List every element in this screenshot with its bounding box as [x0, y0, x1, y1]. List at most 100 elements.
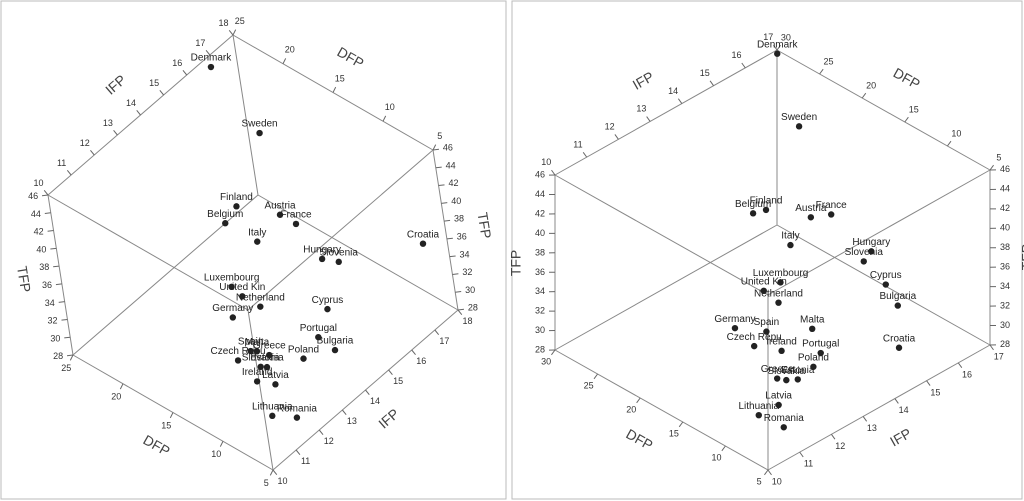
point-label: Croatia	[407, 229, 440, 240]
tick-label: 12	[324, 436, 334, 446]
point-label: Belgium	[207, 209, 243, 220]
tick-label: 40	[1000, 223, 1010, 233]
tick-mark	[66, 170, 72, 176]
tick-mark	[90, 150, 95, 156]
tick-label: 20	[285, 45, 295, 55]
tick-mark	[457, 309, 463, 315]
tick-label: 40	[451, 196, 461, 206]
tick-label: 46	[535, 170, 545, 180]
data-point	[827, 211, 835, 218]
point-label: United Kin	[219, 282, 265, 293]
tick-mark	[721, 445, 726, 452]
tick-mark	[861, 92, 867, 99]
tick-mark	[799, 451, 804, 458]
point-label: Greece	[761, 364, 794, 375]
tick-label: 20	[866, 80, 876, 90]
data-point	[324, 305, 331, 313]
tick-mark	[764, 469, 769, 476]
tick-label: 5	[437, 131, 442, 141]
tick-label: 5	[996, 152, 1001, 162]
box-edge	[247, 149, 434, 311]
data-point	[777, 279, 784, 286]
data-point	[228, 283, 235, 291]
tick-label: 10	[711, 452, 721, 462]
tick-mark	[43, 190, 49, 196]
tick-label: 10	[277, 476, 287, 486]
point-label: Malta	[245, 337, 270, 348]
axis-title: DFP	[335, 43, 367, 71]
tick-mark	[58, 301, 65, 303]
tick-mark	[819, 68, 824, 75]
point-label: Ireland	[242, 367, 273, 378]
tick-mark	[989, 344, 994, 351]
tick-mark	[926, 380, 931, 386]
data-point	[331, 346, 339, 354]
tick-label: 14	[899, 405, 909, 415]
point-label: Sweden	[241, 119, 277, 130]
tick-mark	[551, 169, 556, 176]
data-point	[233, 203, 240, 210]
tick-mark	[636, 397, 641, 404]
point-label: Slovakia	[242, 352, 280, 363]
tick-label: 42	[1000, 203, 1010, 213]
data-point	[868, 248, 875, 255]
tick-label: 15	[161, 420, 171, 430]
point-label: Denmark	[191, 53, 233, 64]
tick-mark	[382, 115, 387, 122]
panel-frame	[0, 0, 507, 500]
tick-mark	[773, 44, 778, 51]
tick-label: 46	[443, 143, 453, 153]
data-point	[222, 220, 229, 227]
tick-label: 32	[535, 306, 545, 316]
axis-title: DFP	[141, 431, 173, 459]
tick-mark	[831, 433, 836, 440]
tick-mark	[159, 90, 165, 96]
data-point	[773, 375, 781, 382]
tick-mark	[388, 369, 393, 375]
tick-label: 34	[1000, 281, 1010, 291]
tick-label: 15	[909, 104, 919, 114]
data-point	[229, 314, 237, 321]
tick-label: 14	[126, 98, 136, 108]
tick-mark	[678, 421, 684, 428]
tick-label: 13	[867, 423, 877, 433]
data-point	[807, 214, 815, 221]
box-edge	[767, 169, 991, 296]
tick-label: 15	[700, 68, 710, 78]
tick-mark	[318, 429, 324, 435]
tick-mark	[69, 354, 74, 361]
point-label: Slovenia	[320, 247, 359, 258]
point-label: Cyprus	[870, 270, 902, 281]
point-label: Sweden	[781, 112, 817, 123]
tick-label: 44	[446, 160, 456, 170]
tick-mark	[61, 318, 68, 321]
tick-label: 15	[149, 78, 159, 88]
data-point	[774, 50, 781, 57]
data-point	[780, 424, 787, 431]
point-label: Bulgaria	[879, 291, 916, 302]
tick-label: 30	[465, 285, 475, 295]
box-edge	[554, 224, 778, 351]
tick-mark	[365, 389, 370, 395]
data-point	[269, 412, 276, 420]
point-label: Czech Repu	[727, 332, 782, 343]
tick-label: 10	[541, 157, 551, 167]
tick-mark	[441, 202, 448, 204]
tick-label: 40	[36, 244, 46, 254]
tick-label: 34	[45, 298, 55, 308]
axis-title: IFP	[630, 68, 657, 93]
tick-label: 10	[385, 102, 395, 112]
tick-label: 5	[757, 476, 762, 486]
point-label: Lithuania	[252, 401, 293, 412]
data-point	[335, 258, 342, 266]
panel-frame	[511, 0, 1023, 500]
tick-mark	[449, 255, 456, 258]
box-edge	[257, 194, 459, 311]
point-label: Cyprus	[312, 295, 344, 306]
data-point	[760, 287, 767, 295]
tick-label: 42	[448, 178, 458, 188]
data-point	[234, 357, 242, 364]
tick-mark	[44, 212, 51, 214]
tick-label: 17	[195, 38, 205, 48]
tick-label: 5	[264, 478, 269, 488]
